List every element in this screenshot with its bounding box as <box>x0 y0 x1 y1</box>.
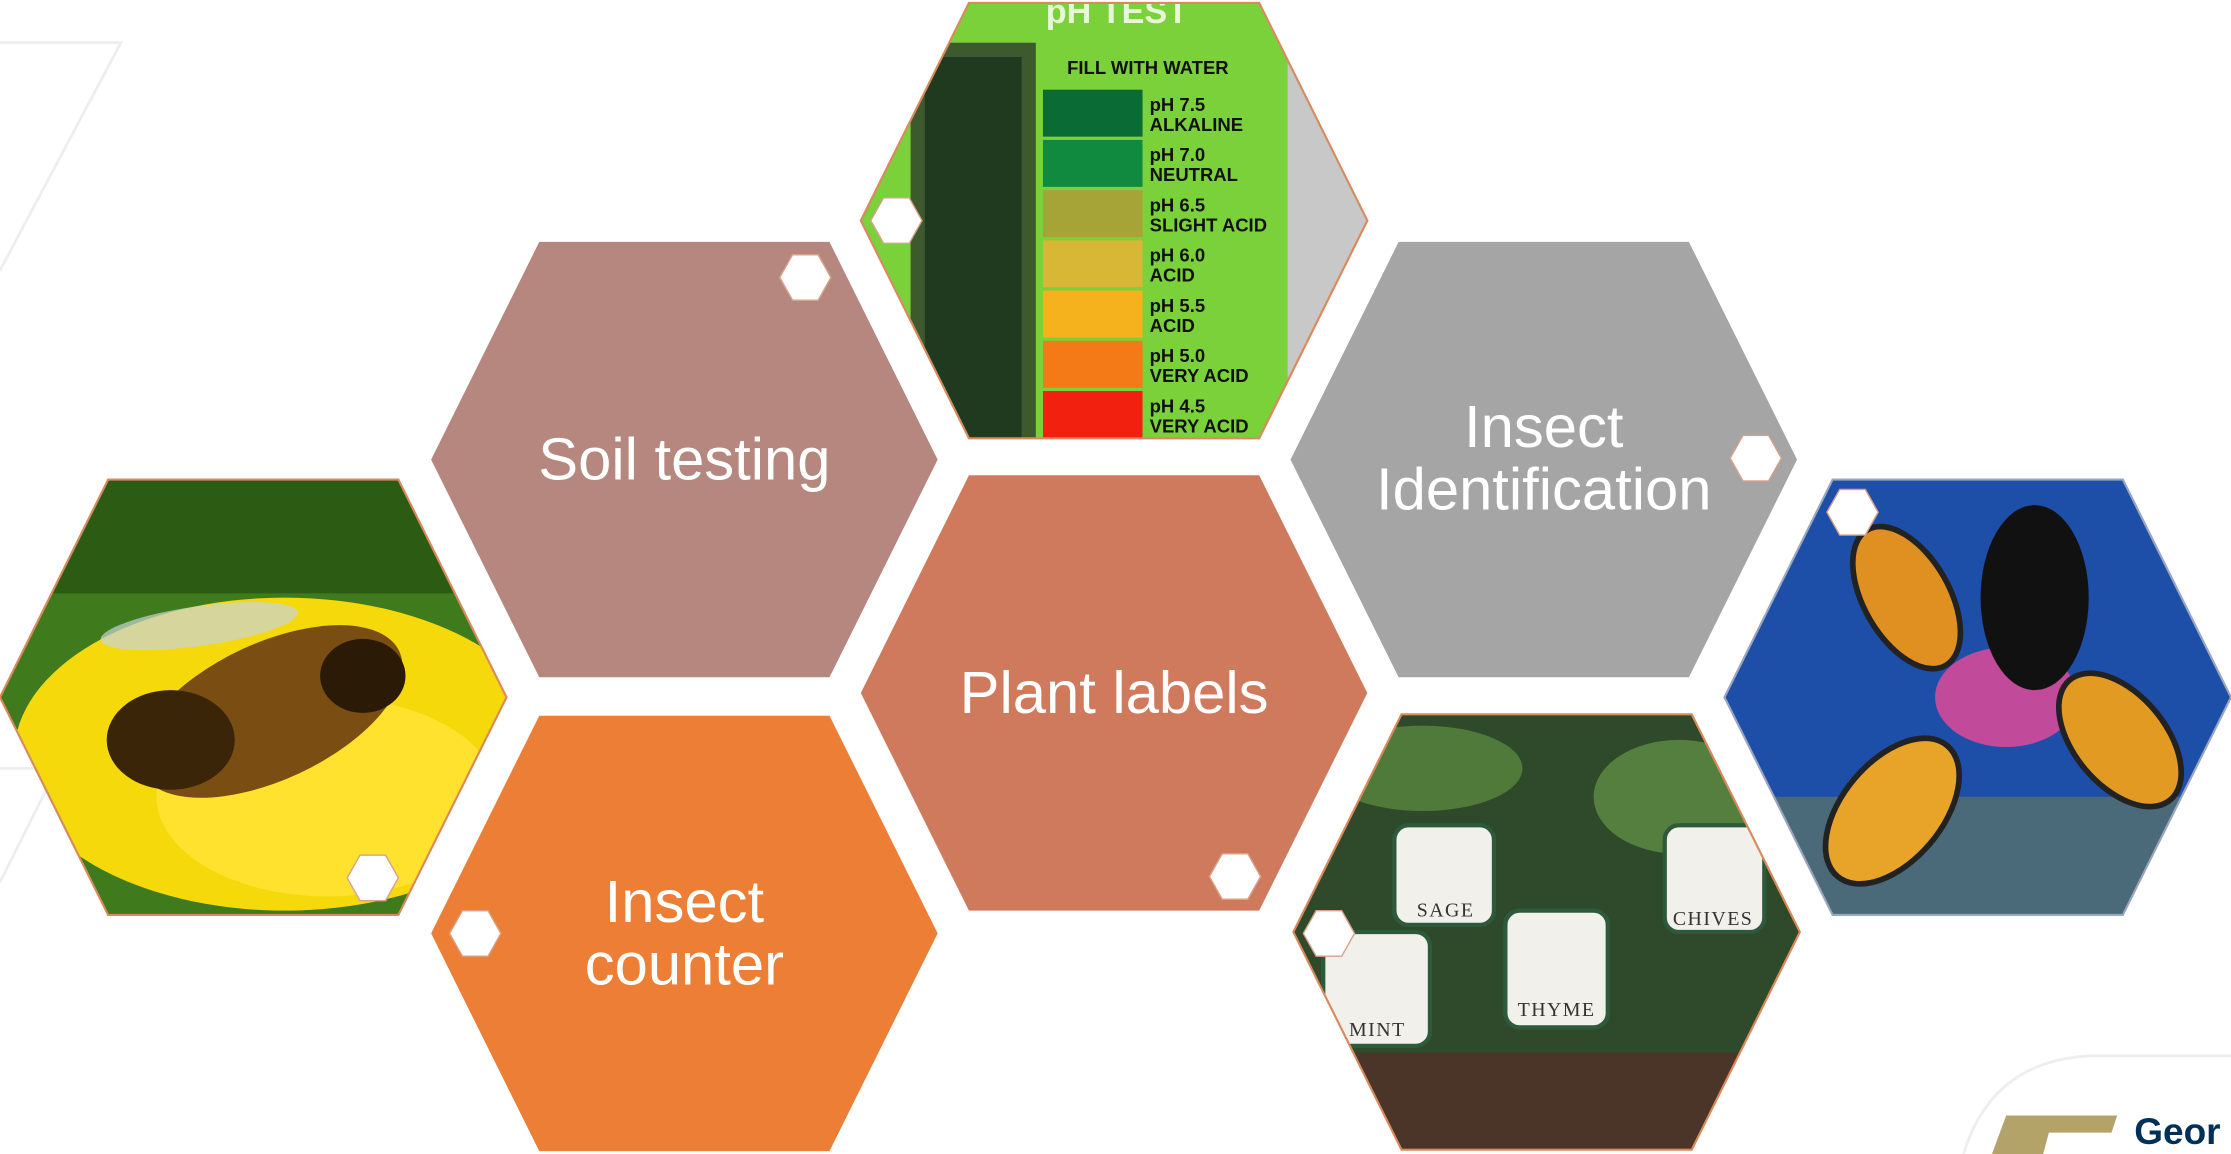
ph-value: pH 7.0 <box>1150 144 1205 165</box>
photo-border <box>0 478 508 916</box>
plant-label: CHIVES <box>1673 908 1753 930</box>
plant-label: MINT <box>1349 1019 1406 1041</box>
ph-swatch <box>1042 391 1143 438</box>
ph-swatch <box>1042 240 1143 288</box>
ph-description: VERY ACID <box>1150 365 1249 386</box>
ph-description: ALKALINE <box>1150 114 1243 135</box>
ph-description: ACID <box>1150 315 1195 336</box>
garden-photo: SAGE CHIVES MINT THYME <box>1293 714 1800 1150</box>
hexagon-label: Identification <box>1376 455 1711 522</box>
hexagon <box>431 715 938 1152</box>
ph-value: pH 4.5 <box>1150 395 1205 416</box>
logo-text: Geor <box>2134 1111 2220 1152</box>
hexagon <box>431 241 938 678</box>
plant-label: SAGE <box>1417 899 1475 921</box>
ph-swatch <box>1042 340 1143 388</box>
ph-swatch <box>1042 290 1143 338</box>
ph-swatch <box>1042 190 1143 238</box>
ph-value: pH 7.5 <box>1150 94 1205 115</box>
hexagon-label: counter <box>585 931 784 998</box>
hex-icons <box>346 197 1879 957</box>
plant-label: THYME <box>1518 999 1596 1021</box>
hexagon-label: Plant labels <box>960 659 1269 726</box>
ph-instruction: FILL WITH WATER <box>1067 57 1229 78</box>
ph-swatch <box>1042 89 1143 137</box>
hexagon-label: Insect <box>1464 393 1624 460</box>
ph-value: pH 5.5 <box>1150 295 1205 316</box>
photo-border <box>1292 713 1802 1151</box>
logo: Geor <box>1991 1111 2221 1154</box>
ph-description: SLIGHT ACID <box>1150 214 1267 235</box>
hexagon-label: Soil testing <box>538 426 830 493</box>
ph-title: pH TEST <box>1046 0 1188 31</box>
hexagon <box>1290 241 1798 678</box>
ph-value: pH 6.5 <box>1150 194 1205 215</box>
butterfly-photo <box>1724 479 2231 915</box>
ph-swatch <box>1042 139 1143 187</box>
ph-value: pH 6.0 <box>1150 245 1205 266</box>
photo-border <box>1723 478 2231 916</box>
ph-value: pH 5.0 <box>1150 345 1205 366</box>
hexagon <box>860 475 1368 911</box>
ph-description: VERY ACID <box>1150 415 1249 436</box>
photo-border <box>859 1 1369 440</box>
hexagon-label: Insect <box>605 868 765 935</box>
ph-description: ACID <box>1150 265 1195 286</box>
ph-description: NEUTRAL <box>1150 164 1238 185</box>
